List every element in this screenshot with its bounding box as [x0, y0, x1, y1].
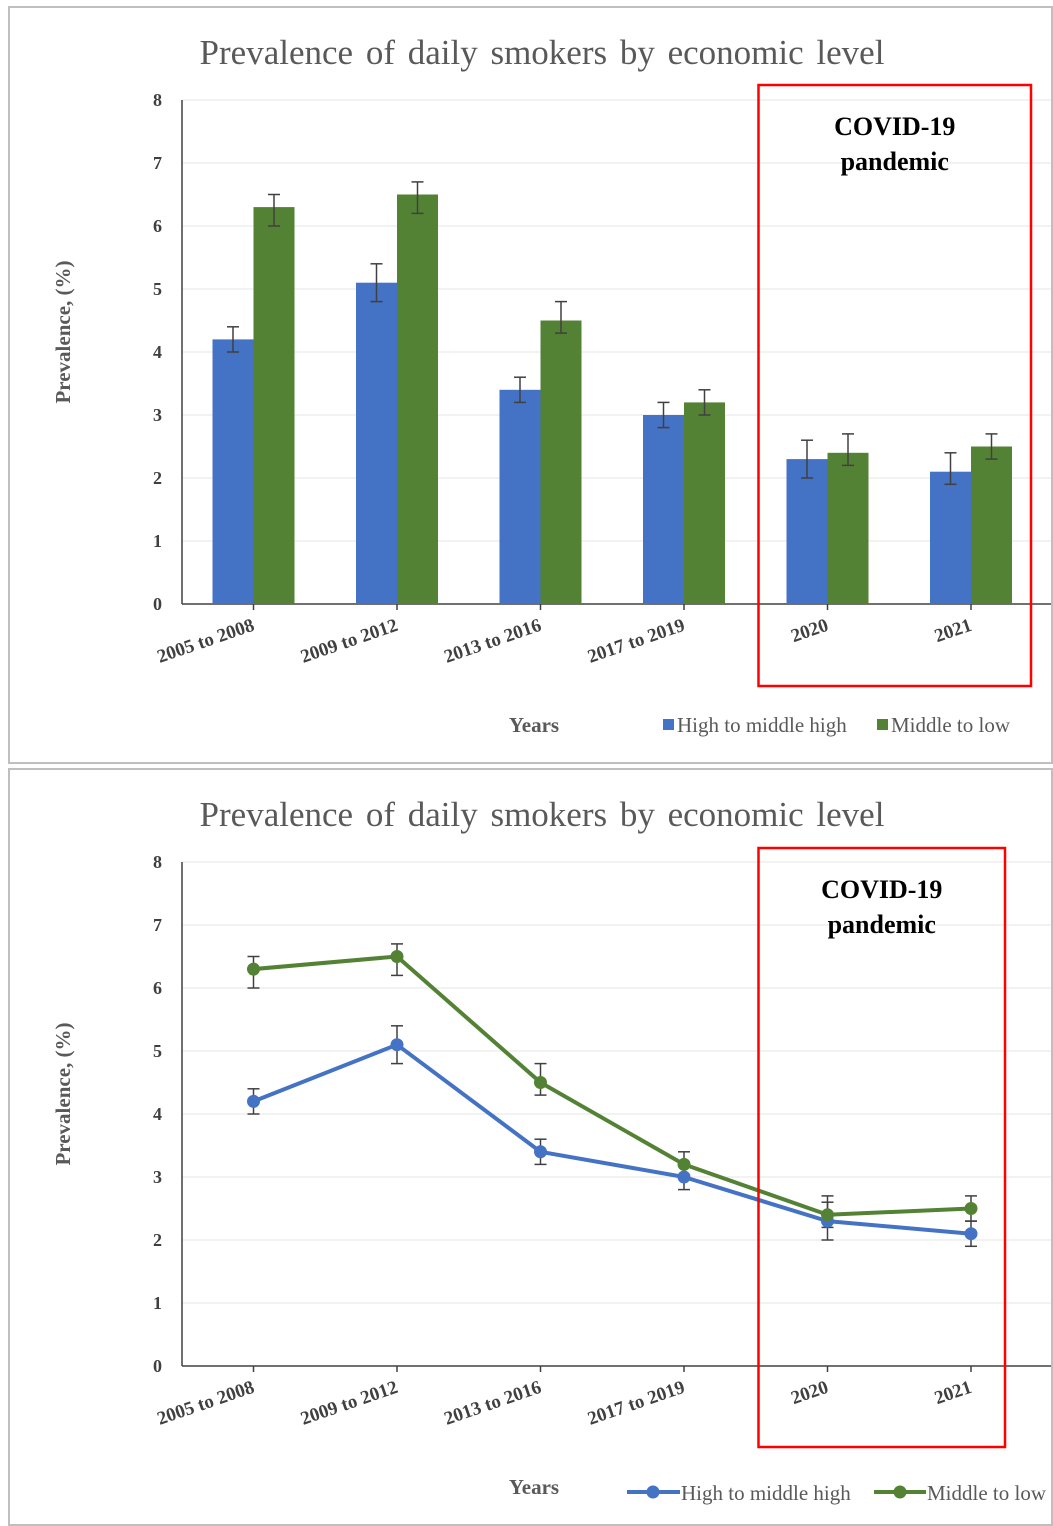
y-tick-label: 3	[153, 405, 162, 425]
y-tick-label: 0	[153, 1356, 162, 1376]
x-axis-title: Years	[509, 1475, 559, 1499]
bar	[397, 194, 438, 604]
y-tick-label: 5	[153, 1041, 162, 1061]
y-tick-label: 7	[153, 153, 162, 173]
x-tick-label: 2005 to 2008	[154, 615, 257, 668]
x-tick-label: 2013 to 2016	[441, 1377, 544, 1430]
x-tick-label: 2020	[788, 1377, 831, 1409]
y-axis-title: Prevalence, (%)	[51, 260, 75, 403]
data-point	[247, 962, 260, 976]
data-point	[677, 1170, 691, 1184]
y-tick-label: 1	[153, 1293, 162, 1313]
y-tick-label: 8	[153, 852, 162, 872]
series-line	[253, 954, 972, 1217]
x-tick-label: 2013 to 2016	[441, 615, 544, 668]
x-tick-label: 2009 to 2012	[298, 615, 401, 668]
y-axis-title: Prevalence, (%)	[51, 1022, 75, 1165]
x-tick-label: 2009 to 2012	[298, 1377, 401, 1430]
bar	[827, 452, 869, 604]
y-tick-label: 2	[153, 1230, 162, 1250]
bar	[253, 207, 295, 604]
y-tick-label: 0	[153, 594, 162, 614]
data-point	[247, 1094, 260, 1108]
data-point	[534, 1145, 547, 1159]
x-tick-label: 2021	[932, 615, 975, 647]
chart-title: Prevalence of daily smokers by economic …	[200, 795, 885, 834]
legend-marker	[646, 1485, 660, 1499]
legend-label: High to middle high	[677, 713, 847, 737]
y-tick-label: 5	[153, 279, 162, 299]
y-tick-label: 7	[153, 915, 162, 935]
bar	[684, 402, 725, 604]
data-point	[534, 1076, 547, 1089]
data-point	[390, 950, 404, 963]
bar	[212, 339, 254, 604]
x-tick-label: 2020	[788, 615, 831, 647]
legend-label: High to middle high	[681, 1481, 851, 1505]
x-tick-label: 2017 to 2019	[585, 615, 688, 668]
line-chart-panel: Prevalence of daily smokers by economic …	[8, 768, 1053, 1526]
bar	[540, 320, 582, 604]
x-tick-label: 2021	[932, 1377, 975, 1409]
annotation-line: pandemic	[841, 147, 949, 176]
y-tick-label: 6	[153, 216, 162, 236]
covid-highlight-box	[757, 846, 1007, 1449]
x-axis-title: Years	[509, 713, 559, 737]
bar-chart: Prevalence of daily smokers by economic …	[51, 33, 1051, 737]
legend-label: Middle to low	[927, 1481, 1047, 1505]
legend-swatch	[663, 719, 674, 730]
x-tick-label: 2017 to 2019	[585, 1377, 688, 1430]
line-chart: Prevalence of daily smokers by economic …	[51, 795, 1051, 1505]
bar-chart-panel: Prevalence of daily smokers by economic …	[8, 6, 1053, 764]
data-point	[677, 1157, 691, 1171]
bar	[356, 282, 397, 604]
y-tick-label: 4	[153, 342, 162, 362]
annotation-line: COVID-19	[821, 875, 942, 904]
y-tick-label: 8	[153, 90, 162, 110]
y-tick-label: 4	[153, 1104, 162, 1124]
data-point	[821, 1208, 834, 1222]
y-tick-label: 1	[153, 531, 162, 551]
bar	[930, 471, 971, 604]
bar	[643, 415, 684, 604]
bar	[499, 389, 541, 604]
legend-label: Middle to low	[891, 713, 1011, 737]
legend-swatch	[877, 719, 888, 730]
data-point	[964, 1202, 978, 1215]
x-tick-label: 2005 to 2008	[154, 1377, 257, 1430]
annotation-line: COVID-19	[834, 112, 955, 141]
y-tick-label: 2	[153, 468, 162, 488]
series-line	[252, 1042, 972, 1236]
annotation-line: pandemic	[828, 910, 936, 939]
legend-marker	[893, 1485, 907, 1499]
y-tick-label: 3	[153, 1167, 162, 1187]
data-point	[390, 1038, 404, 1052]
chart-title: Prevalence of daily smokers by economic …	[200, 33, 885, 72]
bar	[971, 446, 1012, 604]
data-point	[964, 1227, 978, 1241]
bar	[786, 459, 828, 604]
covid-highlight-box	[757, 83, 1033, 688]
y-tick-label: 6	[153, 978, 162, 998]
